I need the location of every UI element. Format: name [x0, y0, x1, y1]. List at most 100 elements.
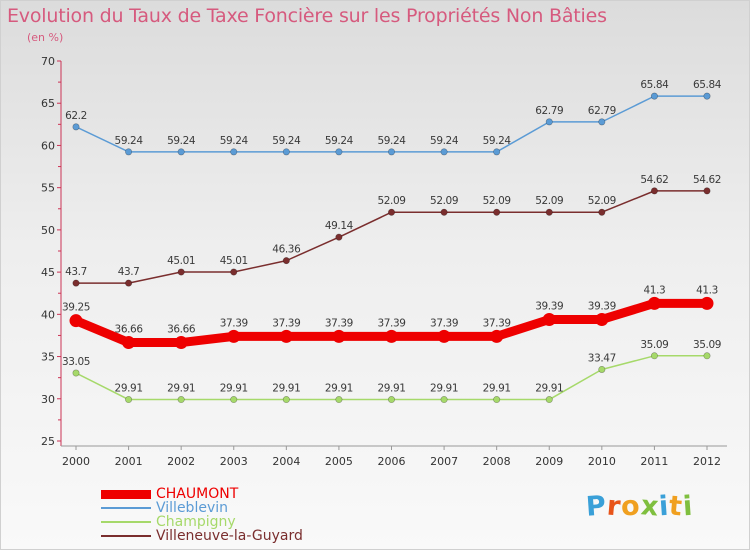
x-tick-label: 2010	[588, 455, 616, 468]
data-label: 62.2	[65, 110, 87, 122]
data-point	[595, 312, 609, 326]
legend-item: CHAUMONT	[101, 487, 303, 501]
data-point	[177, 396, 185, 404]
data-label: 46.36	[272, 244, 301, 256]
data-point	[125, 148, 133, 156]
data-point	[230, 268, 238, 276]
data-point	[72, 369, 80, 377]
data-point	[122, 336, 136, 350]
y-tick-label: 55	[41, 182, 55, 195]
data-label: 33.47	[588, 352, 616, 364]
data-label: 65.84	[693, 79, 722, 91]
data-point	[177, 148, 185, 156]
x-tick-label: 2001	[115, 455, 143, 468]
legend-label: Villeneuve-la-Guyard	[156, 528, 303, 544]
y-tick-label: 25	[41, 435, 55, 448]
data-point	[335, 148, 343, 156]
data-point	[177, 268, 185, 276]
data-point	[703, 187, 711, 195]
data-label: 45.01	[167, 255, 195, 267]
data-point	[174, 336, 188, 350]
data-label: 52.09	[588, 195, 616, 207]
data-point	[703, 92, 711, 100]
data-point	[650, 92, 658, 100]
data-point	[230, 396, 238, 404]
data-point	[598, 365, 606, 373]
data-point	[387, 396, 395, 404]
data-point	[440, 148, 448, 156]
x-tick-label: 2011	[640, 455, 668, 468]
y-tick-label: 65	[41, 97, 55, 110]
data-label: 29.91	[483, 383, 511, 395]
data-label: 52.09	[430, 195, 458, 207]
data-point	[545, 208, 553, 216]
logo-letter: P	[584, 490, 608, 523]
data-point	[230, 148, 238, 156]
data-label: 36.66	[167, 324, 196, 336]
x-tick-label: 2004	[272, 455, 300, 468]
data-point	[72, 123, 80, 131]
y-tick-label: 45	[41, 266, 55, 279]
data-label: 37.39	[430, 317, 458, 329]
data-label: 59.24	[272, 135, 301, 147]
data-labels-layer: 62.2 59.24 59.24 59.24 59.24 59.24 59.24 59.24 5…	[62, 79, 722, 394]
legend-swatch	[101, 521, 151, 523]
data-label: 39.39	[588, 300, 616, 312]
data-point	[542, 312, 556, 326]
series-champigny	[72, 352, 711, 404]
data-point	[282, 396, 290, 404]
data-point	[647, 296, 661, 310]
legend-item: Champigny	[101, 515, 303, 529]
chart-subtitle: (en %)	[27, 31, 64, 44]
data-point	[282, 257, 290, 265]
data-point	[387, 148, 395, 156]
data-point	[69, 314, 83, 328]
chart-title: Evolution du Taux de Taxe Foncière sur l…	[7, 5, 607, 27]
data-label: 43.7	[118, 266, 140, 278]
data-point	[437, 329, 451, 343]
data-label: 39.39	[535, 300, 563, 312]
logo-letter: i	[682, 490, 695, 523]
data-label: 36.66	[115, 324, 144, 336]
y-tick-label: 60	[41, 139, 55, 152]
data-label: 29.91	[377, 383, 405, 395]
data-point	[493, 148, 501, 156]
data-point	[650, 187, 658, 195]
data-point	[332, 329, 346, 343]
axes: 25 30 35 40 45 50 55 60 65 70 2000 2001 2002 2003 2004…	[41, 55, 727, 468]
data-label: 59.24	[325, 135, 354, 147]
data-point	[545, 396, 553, 404]
y-tick-label: 50	[41, 224, 55, 237]
data-point	[125, 279, 133, 287]
data-label: 43.7	[65, 266, 87, 278]
legend-swatch	[101, 489, 151, 499]
legend-swatch	[101, 535, 151, 537]
data-point	[700, 296, 714, 310]
x-tick-label: 2009	[535, 455, 563, 468]
data-label: 59.24	[220, 135, 249, 147]
legend-item: Villeneuve-la-Guyard	[101, 529, 303, 543]
data-point	[282, 148, 290, 156]
data-point	[440, 396, 448, 404]
data-label: 41.3	[696, 284, 718, 296]
data-label: 59.24	[377, 135, 406, 147]
data-point	[598, 208, 606, 216]
x-tick-label: 2007	[430, 455, 458, 468]
data-point	[335, 233, 343, 241]
x-tick-label: 2002	[167, 455, 195, 468]
data-label: 65.84	[640, 79, 669, 91]
legend-swatch	[101, 507, 151, 509]
series-chaumont	[69, 296, 714, 350]
data-label: 52.09	[377, 195, 405, 207]
data-label: 54.62	[693, 174, 721, 186]
data-point	[493, 396, 501, 404]
data-label: 29.91	[167, 383, 195, 395]
data-label: 35.09	[693, 339, 721, 351]
data-label: 41.3	[644, 284, 666, 296]
data-label: 37.39	[272, 317, 300, 329]
data-point	[650, 352, 658, 360]
data-label: 39.25	[62, 302, 90, 314]
y-tick-label: 40	[41, 308, 55, 321]
